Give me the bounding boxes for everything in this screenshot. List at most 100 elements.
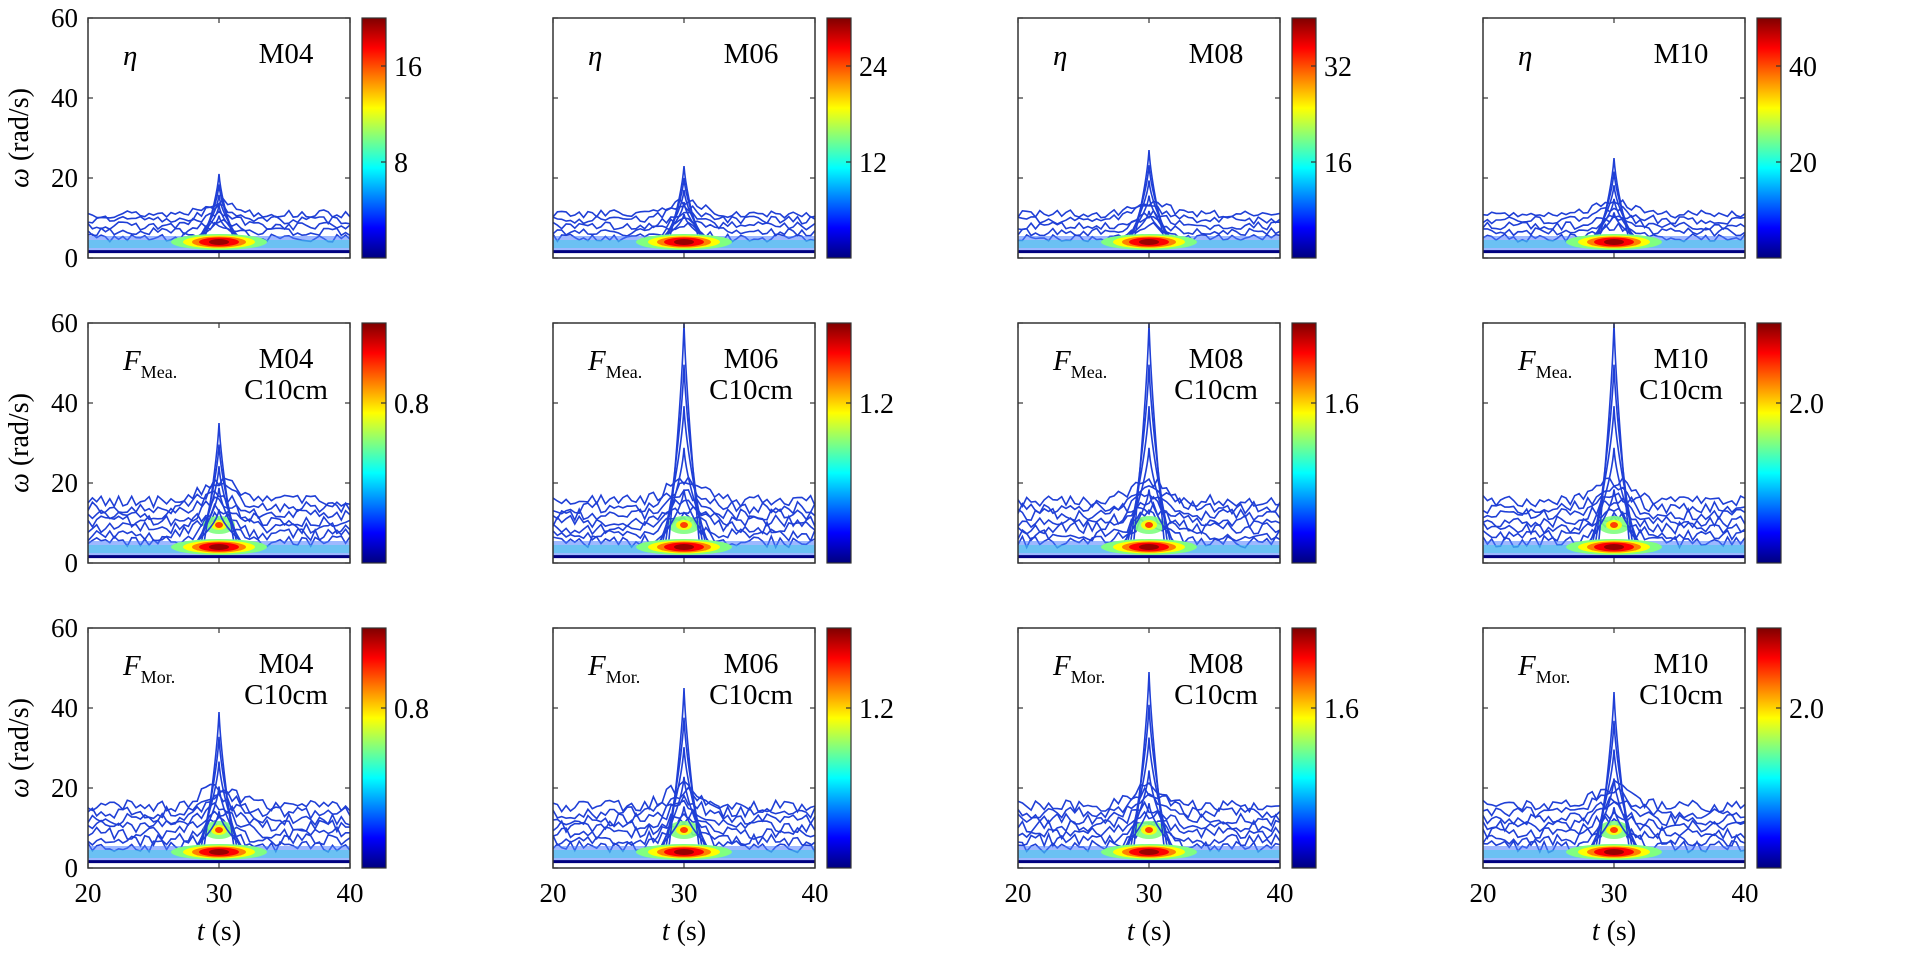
variable-subscript: Mea.	[141, 362, 177, 382]
variable-subscript: Mea.	[606, 362, 642, 382]
secondary-peak-core	[1610, 827, 1618, 833]
variable-subscript: Mor.	[1536, 667, 1571, 687]
peak-ring	[1139, 239, 1159, 245]
model-label: M04	[259, 38, 314, 70]
x-tick-label: 20	[1005, 878, 1032, 908]
colorbar-tick-label: 20	[1789, 148, 1817, 179]
colorbar	[826, 322, 852, 564]
colorbar-tick-label: 16	[394, 52, 422, 83]
panel-0-2: η M08 16 32	[1017, 17, 1352, 259]
x-axis-label-unit: (s)	[1135, 916, 1172, 947]
case-label: C10cm	[1639, 374, 1723, 406]
secondary-peak-core	[215, 522, 223, 528]
panel-0-0: 0 20 40 60 η M04 8 16	[51, 3, 422, 273]
colorbar-tick-label: 1.2	[859, 389, 894, 420]
y-axis-label-symbol: ω	[4, 778, 35, 798]
peak-ring	[209, 849, 229, 855]
spike-contour	[1584, 489, 1644, 548]
peak-ring	[209, 239, 229, 245]
y-tick-label: 20	[51, 773, 78, 803]
y-axis-label: ω (rad/s)	[4, 698, 35, 798]
contour-line	[1483, 497, 1745, 529]
secondary-peak-core	[680, 522, 688, 528]
spike-contour	[1584, 212, 1644, 243]
y-tick-label: 0	[65, 853, 79, 883]
contour-line	[88, 482, 350, 515]
x-axis-label-symbol: t	[197, 916, 206, 947]
variable-subscript: Mor.	[1071, 667, 1106, 687]
model-label: M10	[1654, 38, 1709, 70]
x-tick-label: 20	[540, 878, 567, 908]
contour-area	[553, 165, 815, 254]
contour-line	[1018, 215, 1280, 237]
y-axis-label-symbol: ω	[4, 168, 35, 188]
y-tick-label: 40	[51, 388, 78, 418]
variable-label: FMea.	[587, 345, 642, 382]
spike-contour	[1119, 489, 1179, 548]
contour-line	[1483, 815, 1745, 847]
variable-label: FMea.	[122, 345, 177, 382]
spike-contour	[1594, 364, 1634, 548]
variable-subscript: Mea.	[1536, 362, 1572, 382]
spike-contour	[657, 447, 711, 548]
contour-line	[88, 218, 350, 237]
contour-line	[1018, 786, 1280, 819]
contour-line	[553, 793, 815, 827]
contour-area	[1018, 323, 1280, 559]
model-label: M06	[724, 343, 779, 375]
contour-line	[1483, 492, 1745, 521]
contour-line	[553, 481, 815, 515]
contour-area	[553, 323, 815, 559]
colorbar	[1291, 627, 1317, 869]
colorbar	[1756, 17, 1782, 259]
peak-ring	[674, 849, 694, 855]
y-tick-label: 60	[51, 308, 78, 338]
variable-label: FMea.	[1052, 345, 1107, 382]
x-axis-label-symbol: t	[1592, 916, 1601, 947]
y-tick-label: 40	[51, 693, 78, 723]
spike-contour	[654, 806, 714, 853]
spike-contour	[1125, 406, 1173, 548]
secondary-peak-core	[680, 827, 688, 833]
contour-line	[553, 498, 815, 529]
spike-contour	[654, 213, 714, 243]
contour-line	[1483, 787, 1745, 820]
variable-label: FMor.	[587, 650, 640, 687]
contour-line	[88, 197, 350, 219]
y-axis-label-symbol: ω	[4, 473, 35, 493]
spike-contour	[660, 747, 708, 853]
peak-ring	[1604, 849, 1624, 855]
x-axis-label-symbol: t	[662, 916, 671, 947]
x-axis-label: t (s)	[1127, 916, 1171, 947]
model-label: M10	[1654, 343, 1709, 375]
contour-area	[553, 687, 815, 864]
model-label: M10	[1654, 648, 1709, 680]
spike-contour	[1122, 447, 1176, 548]
peak-ring	[674, 239, 694, 245]
x-tick-label: 30	[1601, 878, 1628, 908]
colorbar-tick-label: 0.8	[394, 694, 429, 725]
colorbar-tick-label: 2.0	[1789, 389, 1824, 420]
x-tick-label: 30	[1136, 878, 1163, 908]
x-tick-label: 20	[75, 878, 102, 908]
x-tick-label: 40	[1267, 878, 1294, 908]
contour-line	[1018, 792, 1280, 827]
spike-contour	[189, 811, 249, 853]
contour-line	[88, 210, 350, 232]
spike-contour	[1590, 749, 1638, 853]
y-axis-label-unit: (rad/s)	[4, 698, 35, 778]
spike-contour	[660, 406, 708, 548]
secondary-peak-core	[1610, 522, 1618, 528]
contour-line	[88, 793, 350, 827]
spike-contour	[1584, 807, 1644, 853]
case-label: C10cm	[709, 679, 793, 711]
x-tick-label: 20	[1470, 878, 1497, 908]
spike-contour	[1594, 720, 1634, 853]
peak-ring	[1604, 239, 1624, 245]
spike-contour	[1587, 447, 1641, 548]
contour-line	[1483, 801, 1745, 833]
